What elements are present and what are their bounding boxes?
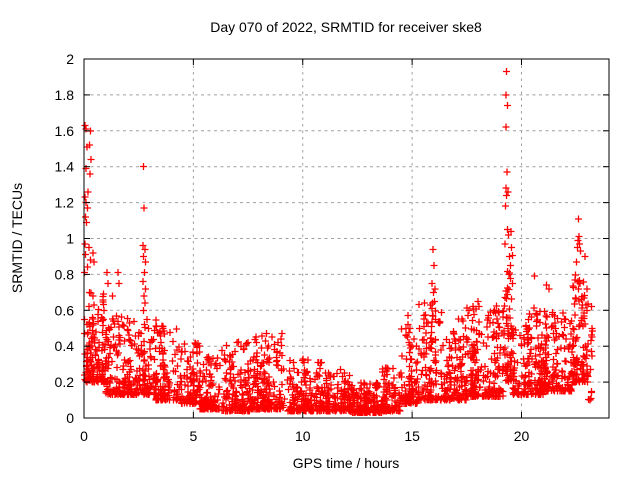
x-tick-label: 10 xyxy=(295,428,311,444)
x-tick-label: 15 xyxy=(404,428,420,444)
chart-title: Day 070 of 2022, SRMTID for receiver ske… xyxy=(210,19,482,35)
x-axis-label: GPS time / hours xyxy=(293,455,400,471)
y-tick-label: 0 xyxy=(66,410,74,426)
y-tick-label: 1.4 xyxy=(55,159,75,175)
y-tick-label: 0.6 xyxy=(55,302,75,318)
y-tick-labels: 0 0.2 0.4 0.6 0.8 1 1.2 1.4 1.6 1.8 2 xyxy=(55,51,75,426)
tick-marks xyxy=(83,58,609,419)
y-tick-label: 0.8 xyxy=(55,266,75,282)
x-tick-label: 0 xyxy=(80,428,88,444)
y-tick-label: 1.2 xyxy=(55,195,75,211)
data-points xyxy=(81,68,596,416)
gridlines xyxy=(84,59,609,418)
y-tick-label: 1 xyxy=(66,231,74,247)
y-axis-label: SRMTID / TECUs xyxy=(9,183,25,293)
y-tick-label: 0.4 xyxy=(55,338,75,354)
x-tick-label: 5 xyxy=(189,428,197,444)
y-tick-label: 1.6 xyxy=(55,123,75,139)
x-tick-label: 20 xyxy=(514,428,530,444)
scatter-markers xyxy=(81,68,596,416)
y-tick-label: 2 xyxy=(66,51,74,67)
x-tick-labels: 0 5 10 15 20 xyxy=(80,428,529,444)
y-tick-label: 0.2 xyxy=(55,374,75,390)
y-tick-label: 1.8 xyxy=(55,87,75,103)
